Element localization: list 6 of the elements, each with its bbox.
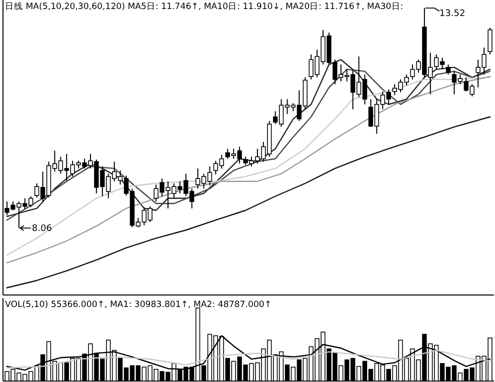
annotation: 13.52 <box>439 9 466 20</box>
annotation: 8.06 <box>32 224 52 234</box>
candlestick <box>446 64 451 76</box>
annotation: VOL(5,10) 55366.000↑, MA1: 30983.801↑, MA2: 48787.000↑ <box>5 300 272 310</box>
annotation: 日线 MA(5,10,20,30,60,120) MA5日: 11.746↑, MA10日: 11.910↓, MA20日: 11.716↑, MA30日: <box>5 1 404 12</box>
candlestick <box>488 27 492 55</box>
